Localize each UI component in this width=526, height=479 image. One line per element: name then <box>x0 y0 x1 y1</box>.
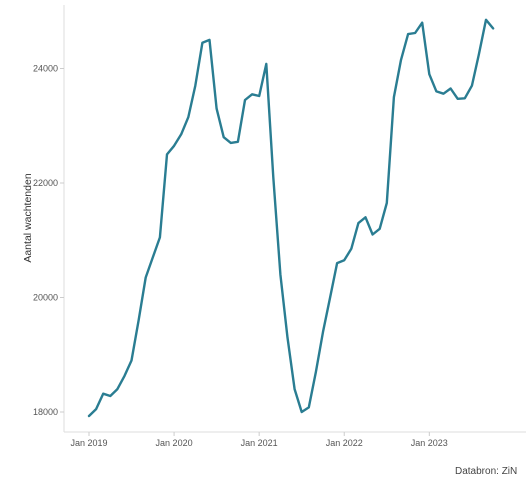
x-tick-label: Jan 2020 <box>156 438 193 448</box>
x-tick-label: Jan 2019 <box>70 438 107 448</box>
x-axis-ticks: Jan 2019 Jan 2020 Jan 2021 Jan 2022 Jan 2023 <box>70 432 448 448</box>
x-tick-label: Jan 2022 <box>326 438 363 448</box>
y-tick-label: 18000 <box>33 407 58 417</box>
series-line <box>87 18 495 418</box>
y-axis-ticks: 18000 20000 22000 24000 <box>33 64 64 417</box>
caption: Databron: ZiN <box>455 466 517 477</box>
y-tick-label: 24000 <box>33 64 58 74</box>
y-tick-label: 20000 <box>33 293 58 303</box>
x-tick-label: Jan 2023 <box>411 438 448 448</box>
x-tick-label: Jan 2021 <box>241 438 278 448</box>
y-tick-label: 22000 <box>33 178 58 188</box>
y-axis-title: Aantal wachtenden <box>22 173 34 262</box>
